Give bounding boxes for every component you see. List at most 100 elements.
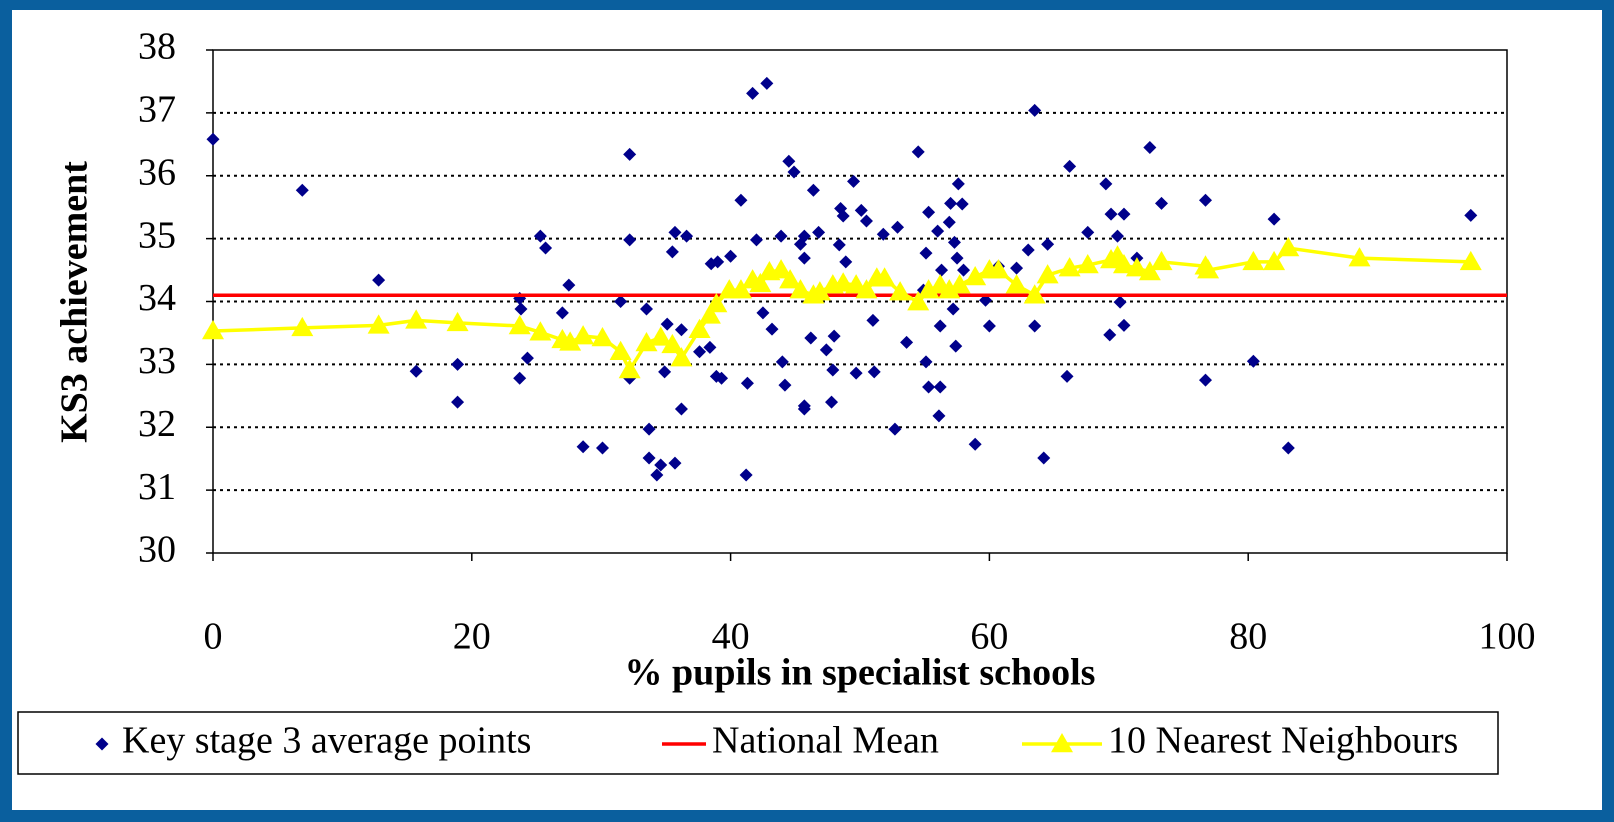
point xyxy=(614,295,628,308)
marker xyxy=(749,272,772,293)
y-tick-label: 36 xyxy=(138,151,176,193)
legend-label: National Mean xyxy=(712,720,939,762)
point xyxy=(1464,208,1478,222)
point xyxy=(513,371,527,385)
point xyxy=(859,214,873,228)
point xyxy=(658,365,672,379)
point xyxy=(711,255,725,269)
y-tick-label: 30 xyxy=(138,529,176,571)
marker xyxy=(1125,257,1148,277)
marker xyxy=(1036,264,1059,284)
marker xyxy=(670,347,693,367)
marker xyxy=(609,340,632,361)
point xyxy=(1037,451,1051,465)
point xyxy=(951,177,965,191)
marker xyxy=(832,272,855,292)
marker xyxy=(529,321,552,341)
marker xyxy=(705,293,728,313)
plot-border xyxy=(212,49,1508,554)
y-tick-label: 31 xyxy=(138,466,176,508)
marker xyxy=(559,331,582,351)
point xyxy=(654,458,668,472)
point xyxy=(660,317,674,331)
point xyxy=(979,293,993,307)
point xyxy=(797,229,811,243)
point xyxy=(562,278,576,292)
point xyxy=(836,209,850,223)
point xyxy=(933,319,947,333)
marker xyxy=(948,274,971,294)
point xyxy=(639,302,653,316)
point xyxy=(891,220,905,234)
point xyxy=(1104,207,1118,221)
marker xyxy=(367,314,390,334)
point xyxy=(734,193,748,207)
y-tick-label: 32 xyxy=(138,403,176,445)
x-tick-label: 0 xyxy=(204,616,223,658)
x-tick-label: 80 xyxy=(1229,616,1267,658)
marker xyxy=(1242,250,1265,271)
y-tick-label: 33 xyxy=(138,340,176,382)
x-tick-label: 40 xyxy=(712,616,750,658)
marker xyxy=(729,279,752,299)
point xyxy=(832,238,846,252)
point xyxy=(900,335,914,349)
point xyxy=(778,378,792,392)
legend-label: 10 Nearest Neighbours xyxy=(1108,720,1458,762)
point xyxy=(957,263,971,277)
point xyxy=(826,363,840,377)
point xyxy=(1246,354,1260,368)
point xyxy=(825,395,839,409)
point xyxy=(1081,225,1095,239)
point xyxy=(539,241,553,255)
y-tick-label: 37 xyxy=(138,89,176,131)
point xyxy=(1028,319,1042,333)
point xyxy=(854,203,868,217)
point xyxy=(787,165,801,179)
y-tick-label: 34 xyxy=(138,277,176,319)
point xyxy=(775,355,789,369)
point xyxy=(1113,295,1127,309)
point xyxy=(932,409,946,423)
point xyxy=(1117,318,1131,332)
point xyxy=(922,205,936,219)
marker xyxy=(1023,284,1046,304)
marker xyxy=(688,318,711,339)
marker xyxy=(1277,237,1300,257)
point xyxy=(451,357,465,371)
point xyxy=(295,183,309,197)
point xyxy=(1281,441,1295,455)
point xyxy=(935,263,949,277)
marker xyxy=(1005,274,1028,294)
marker xyxy=(1112,254,1135,274)
point xyxy=(756,306,770,320)
legend-label: Key stage 3 average points xyxy=(122,720,531,762)
point xyxy=(947,235,961,249)
legend-marker xyxy=(95,737,109,751)
point xyxy=(668,456,682,470)
point xyxy=(968,437,982,451)
point xyxy=(760,76,774,90)
point xyxy=(724,249,738,263)
point xyxy=(911,145,925,159)
marker xyxy=(446,311,469,332)
marker xyxy=(291,316,314,337)
point xyxy=(206,132,220,146)
marker xyxy=(938,279,961,299)
marker xyxy=(1058,257,1081,277)
point xyxy=(703,340,717,354)
legend-marker xyxy=(1051,733,1073,753)
point xyxy=(950,251,964,265)
point xyxy=(866,313,880,327)
point xyxy=(674,402,688,416)
point xyxy=(955,197,969,211)
point xyxy=(942,215,956,229)
marker xyxy=(808,281,831,301)
point xyxy=(1155,196,1169,210)
x-tick-label: 100 xyxy=(1479,616,1536,658)
point xyxy=(668,225,682,239)
point xyxy=(1028,103,1042,117)
marker xyxy=(591,326,614,347)
